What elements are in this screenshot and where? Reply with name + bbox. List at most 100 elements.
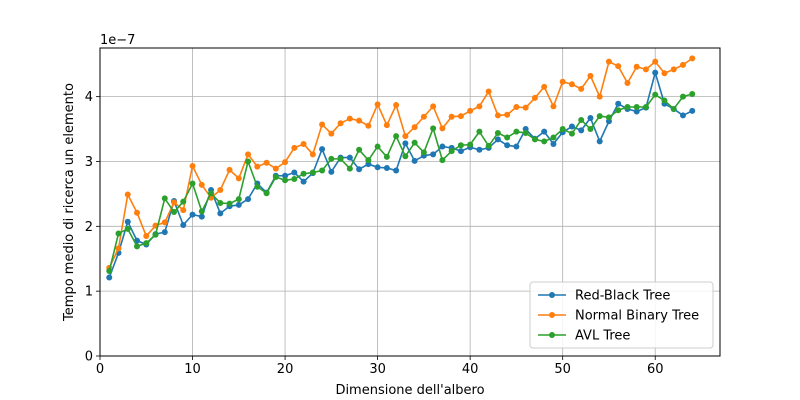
x-tick-label: 20 <box>277 362 294 377</box>
data-point <box>189 163 196 170</box>
x-tick-label: 0 <box>96 362 104 377</box>
data-point <box>337 120 344 127</box>
y-tick-label: 3 <box>85 155 93 170</box>
data-point <box>254 163 261 170</box>
data-point <box>578 116 585 123</box>
data-point <box>679 61 686 68</box>
data-point <box>689 91 696 98</box>
data-point <box>661 97 668 104</box>
data-point <box>541 83 548 90</box>
data-point <box>578 127 585 134</box>
data-point <box>115 230 122 237</box>
y-tick-label: 1 <box>85 285 93 300</box>
data-point <box>152 231 159 238</box>
data-point <box>356 166 363 173</box>
data-point <box>550 140 557 147</box>
data-point <box>624 80 631 87</box>
data-point <box>420 149 427 156</box>
data-point <box>328 155 335 162</box>
data-point <box>254 183 261 190</box>
data-point <box>587 72 594 79</box>
data-point <box>161 229 168 236</box>
data-point <box>420 113 427 120</box>
data-point <box>124 218 131 225</box>
legend-box <box>529 281 714 349</box>
series-normal-binary-tree <box>106 55 696 271</box>
data-point <box>134 243 141 250</box>
legend-item: Normal Binary Tree <box>538 309 699 324</box>
data-point <box>198 208 205 215</box>
data-point <box>180 207 187 214</box>
data-point <box>282 177 289 184</box>
data-point <box>457 142 464 149</box>
data-point <box>448 148 455 155</box>
data-point <box>504 134 511 141</box>
data-point <box>559 126 566 133</box>
data-point <box>615 100 622 107</box>
data-point <box>457 113 464 120</box>
data-point <box>346 115 353 122</box>
data-point <box>393 102 400 109</box>
data-point <box>300 178 307 185</box>
data-point <box>300 170 307 177</box>
data-point <box>633 104 640 111</box>
data-point <box>568 130 575 137</box>
data-point <box>615 107 622 114</box>
data-point <box>596 93 603 100</box>
data-point <box>689 55 696 62</box>
data-point <box>494 112 501 119</box>
data-point <box>356 117 363 124</box>
data-point <box>531 94 538 101</box>
data-point <box>328 130 335 137</box>
data-point <box>374 101 381 108</box>
data-point <box>346 154 353 161</box>
data-point <box>652 69 659 76</box>
data-point <box>633 63 640 70</box>
data-point <box>661 70 668 77</box>
axis-ticks: 0 10 20 30 40 50 60 0 1 2 3 4 <box>85 90 664 377</box>
legend: Red-Black Tree Normal Binary Tree AVL Tree <box>529 281 714 349</box>
data-point <box>291 175 298 182</box>
data-point <box>365 157 372 164</box>
data-point <box>411 139 418 146</box>
data-point <box>476 103 483 110</box>
data-point <box>282 172 289 179</box>
x-tick-label: 10 <box>184 362 201 377</box>
data-point <box>337 155 344 162</box>
data-point <box>263 190 270 197</box>
data-point <box>448 113 455 120</box>
data-point <box>596 113 603 120</box>
data-point <box>226 200 233 207</box>
data-point <box>180 198 187 205</box>
x-axis-label: Dimensione dell'albero <box>335 383 484 398</box>
data-point <box>531 136 538 143</box>
y-axis-label: Tempo medio di ricerca un elemento <box>62 83 77 322</box>
data-point <box>439 157 446 164</box>
data-point <box>476 128 483 135</box>
data-point <box>383 122 390 129</box>
data-point <box>235 175 242 182</box>
x-tick-label: 50 <box>554 362 571 377</box>
data-point <box>208 190 215 197</box>
y-tick-label: 2 <box>85 220 93 235</box>
data-point <box>513 128 520 135</box>
data-point <box>633 108 640 115</box>
data-point <box>346 165 353 172</box>
legend-item: Red-Black Tree <box>538 289 670 304</box>
data-point <box>235 196 242 203</box>
data-point <box>134 209 141 216</box>
data-point <box>541 128 548 135</box>
data-point <box>226 166 233 173</box>
data-point <box>217 187 224 194</box>
data-point <box>494 136 501 143</box>
data-point <box>430 103 437 110</box>
data-point <box>356 146 363 153</box>
data-point <box>568 123 575 130</box>
data-point <box>374 164 381 171</box>
data-point <box>670 66 677 73</box>
data-point <box>319 121 326 128</box>
data-point <box>245 158 252 165</box>
data-point <box>670 105 677 112</box>
data-point <box>615 63 622 70</box>
